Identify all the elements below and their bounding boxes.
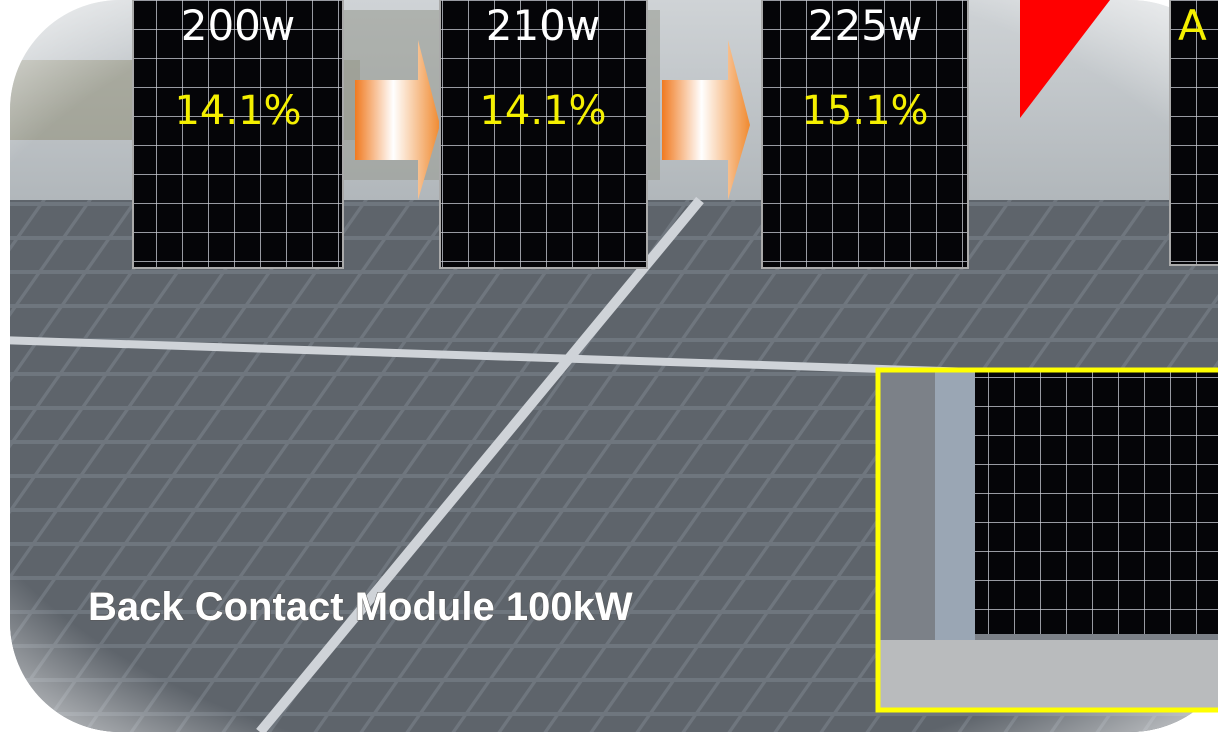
caption: Back Contact Module 100kW (88, 585, 633, 629)
efficiency: 15.1% (801, 88, 928, 134)
power: 200w (181, 1, 296, 50)
panel: A (1169, 0, 1218, 266)
inset (875, 367, 1218, 713)
red-arrow (1020, 0, 1110, 118)
power: 210w (486, 1, 601, 50)
panel: 225w 15.1% (761, 0, 969, 269)
efficiency: 14.1% (479, 88, 606, 134)
power: 225w (808, 1, 923, 50)
efficiency: 14.1% (174, 88, 301, 134)
panel: 210w 14.1% (439, 0, 648, 269)
arrows (355, 40, 750, 200)
panel: 200w 14.1% (132, 0, 344, 269)
partial-label: A (1178, 1, 1207, 50)
